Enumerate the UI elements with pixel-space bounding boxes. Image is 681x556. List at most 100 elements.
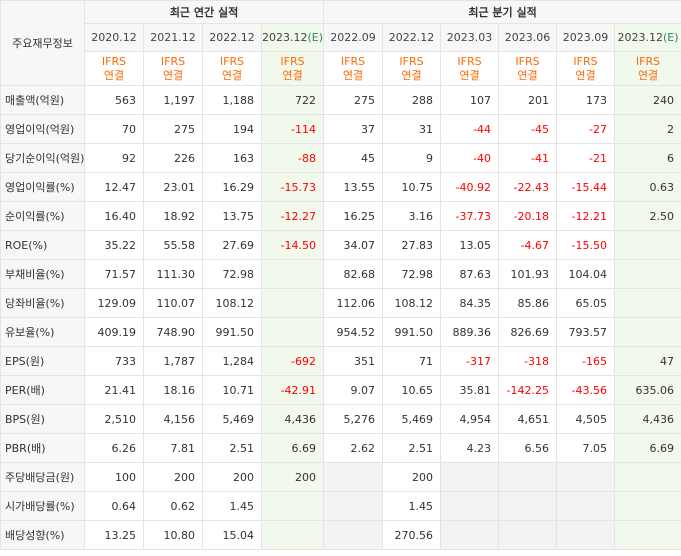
estimate-mark: (E) — [663, 31, 679, 44]
table-cell: -43.56 — [556, 375, 616, 405]
period-group-row: 주요재무정보 최근 연간 실적 최근 분기 실적 — [0, 0, 681, 86]
table-cell: 4,505 — [556, 404, 616, 434]
period-header: 2023.12(E) — [614, 23, 681, 52]
row-label: 유보율(%) — [0, 317, 85, 347]
table-cell — [323, 520, 384, 550]
accounting-standard-line1: IFRS — [635, 54, 661, 68]
table-cell: 13.05 — [440, 230, 500, 260]
table-cell: 72.98 — [202, 259, 262, 289]
accounting-standard-line1: IFRS — [573, 54, 598, 68]
table-cell: 2.51 — [202, 433, 262, 463]
table-cell — [260, 288, 325, 318]
table-row: 매출액(억원) 563 1,197 1,188 722 275 288 107 201 173 24… — [0, 85, 681, 115]
table-row: 영업이익(억원) 70 275 194 -114 37 31 -44 -45 -27 2 — [0, 114, 681, 144]
period-header: 2023.03 — [440, 23, 500, 52]
table-cell: 889.36 — [440, 317, 500, 347]
table-row: 당좌비율(%) 129.09 110.07 108.12 112.06 108.12 84.… — [0, 288, 681, 318]
table-row: EPS(원) 733 1,787 1,284 -692 351 71 -317 -318 -165… — [0, 346, 681, 376]
table-cell — [498, 520, 558, 550]
accounting-standard-line2: 연결 — [637, 68, 659, 82]
table-cell: 35.22 — [84, 230, 144, 260]
table-cell: 1,188 — [202, 85, 262, 115]
accounting-standard-line2: 연결 — [459, 68, 480, 82]
table-cell: -44 — [440, 114, 500, 144]
table-cell: 563 — [84, 85, 144, 115]
table-cell: 748.90 — [143, 317, 203, 347]
table-cell: 226 — [143, 143, 203, 173]
row-label: PER(배) — [0, 375, 85, 405]
table-cell: 200 — [260, 462, 325, 492]
table-cell: 351 — [323, 346, 384, 376]
table-cell: 163 — [202, 143, 262, 173]
table-cell: 270.56 — [382, 520, 442, 550]
table-header: 주요재무정보 최근 연간 실적 최근 분기 실적 2020.12 2021.12 2… — [0, 0, 681, 86]
table-row: 영업이익률(%) 12.47 23.01 16.29 -15.73 13.55 10.75-… — [0, 172, 681, 202]
table-cell: -45 — [498, 114, 558, 144]
table-cell: 23.01 — [143, 172, 203, 202]
accounting-row: IFRS 연결 IFRS 연결 IFRS 연결 IFRS 연결 IFRS 연결 IFRS 연결 IFRS… — [1, 51, 681, 86]
accounting-standard-line2: 연결 — [342, 68, 364, 82]
table-row: 유보율(%) 409.19 748.90 991.50 954.52 991.50 889.… — [0, 317, 681, 347]
table-cell: 101.93 — [498, 259, 558, 289]
table-cell — [614, 259, 681, 289]
table-cell: 2.50 — [614, 201, 681, 231]
table-cell: 1.45 — [202, 491, 262, 521]
table-cell: 13.55 — [323, 172, 384, 202]
table-cell: 110.07 — [143, 288, 203, 318]
table-cell: 5,469 — [202, 404, 262, 434]
table-cell: 27.83 — [382, 230, 442, 260]
row-label: BPS(원) — [0, 404, 85, 434]
row-label: 당기순이익(억원) — [0, 143, 85, 173]
table-cell: 18.16 — [143, 375, 203, 405]
table-cell: 47 — [614, 346, 681, 376]
table-cell: 45 — [323, 143, 384, 173]
estimate-mark: (E) — [307, 31, 324, 44]
accounting-standard-line1: IFRS — [160, 54, 186, 68]
table-cell: 35.81 — [440, 375, 500, 405]
table-cell: 10.75 — [382, 172, 442, 202]
table-cell: 0.64 — [84, 491, 144, 521]
table-cell: 793.57 — [556, 317, 616, 347]
table-cell — [556, 520, 616, 550]
accounting-standard: IFRS 연결 — [440, 51, 500, 86]
accounting-standard: IFRS 연결 — [323, 51, 384, 86]
table-cell: 92 — [84, 143, 144, 173]
table-cell: 6.69 — [614, 433, 681, 463]
table-cell: -15.44 — [556, 172, 616, 202]
period-row: 2020.12 2021.12 2022.12 2023.12(E) 2022.09 20… — [1, 23, 681, 52]
table-cell: 1.45 — [382, 491, 442, 521]
table-cell: 2 — [614, 114, 681, 144]
table-cell: 6.56 — [498, 433, 558, 463]
table-cell: 991.50 — [382, 317, 442, 347]
table-cell: 72.98 — [382, 259, 442, 289]
table-cell: 21.41 — [84, 375, 144, 405]
table-cell — [556, 491, 616, 521]
row-label: PBR(배) — [0, 433, 85, 463]
table-cell: 15.04 — [202, 520, 262, 550]
accounting-standard: IFRS 연결 — [498, 51, 558, 86]
table-cell: 9.07 — [323, 375, 384, 405]
table-cell: -20.18 — [498, 201, 558, 231]
table-cell — [614, 288, 681, 318]
table-cell: -12.21 — [556, 201, 616, 231]
period-label: 2022.12 — [209, 31, 255, 44]
table-cell: 3.16 — [382, 201, 442, 231]
table-cell: 7.81 — [143, 433, 203, 463]
accounting-standard-line1: IFRS — [101, 54, 127, 68]
table-row: BPS(원) 2,510 4,156 5,469 4,436 5,276 5,469 4,95… — [0, 404, 681, 434]
accounting-standard-line1: IFRS — [340, 54, 366, 68]
table-cell: 111.30 — [143, 259, 203, 289]
table-cell: 100 — [84, 462, 144, 492]
table-row: 당기순이익(억원) 92 226 163 -88 45 9 -40 -41 -21 6 — [0, 143, 681, 173]
table-cell: 82.68 — [323, 259, 384, 289]
table-cell: 5,469 — [382, 404, 442, 434]
accounting-standard: IFRS 연결 — [202, 51, 262, 86]
quarterly-group-title: 최근 분기 실적 — [323, 0, 681, 24]
table-cell: 4,651 — [498, 404, 558, 434]
table-cell: -4.67 — [498, 230, 558, 260]
table-cell: -165 — [556, 346, 616, 376]
table-cell: -41 — [498, 143, 558, 173]
table-cell: 13.75 — [202, 201, 262, 231]
table-cell: -88 — [260, 143, 325, 173]
